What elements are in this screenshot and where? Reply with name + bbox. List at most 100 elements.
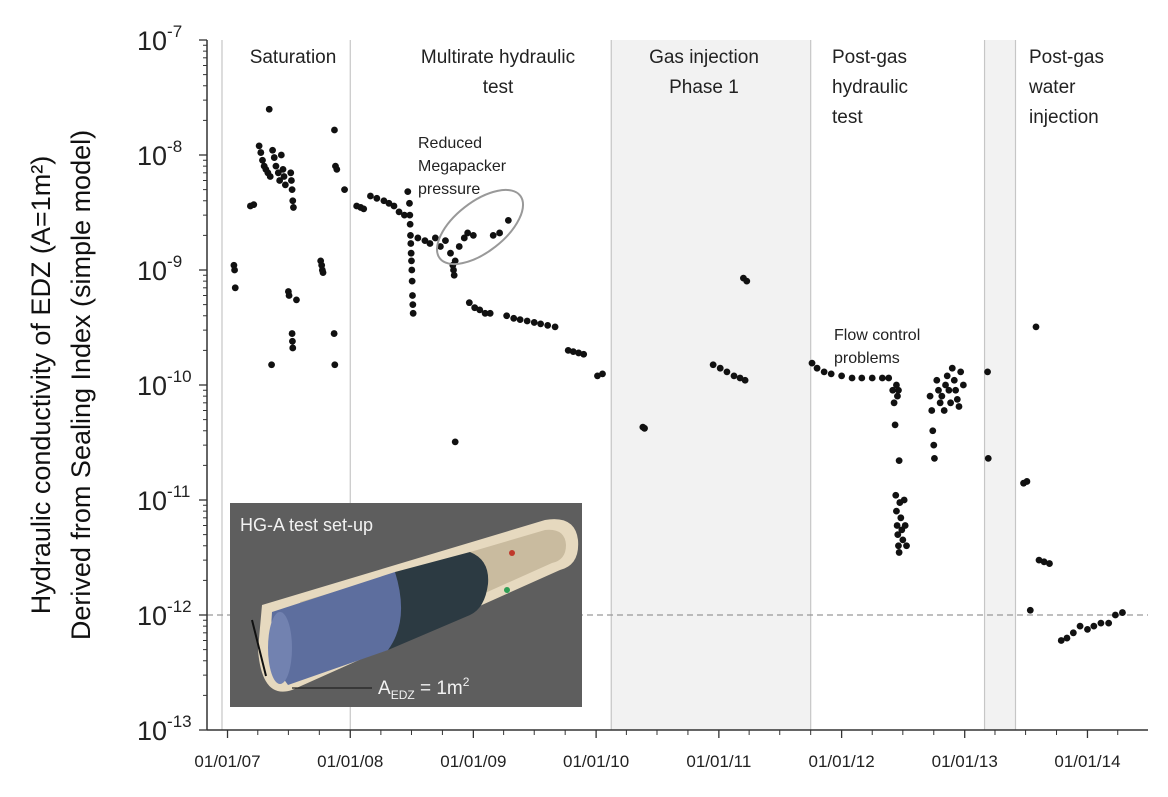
data-point [516, 316, 524, 324]
data-point [504, 216, 512, 224]
sensor-green [504, 587, 510, 593]
data-point [451, 438, 459, 446]
phase-label-post-gas-water: Post-gas water injection [1028, 47, 1104, 128]
data-point [250, 201, 258, 209]
data-point [450, 266, 457, 274]
data-point [270, 154, 278, 161]
x-tick-label: 01/01/10 [563, 752, 629, 771]
data-point [953, 395, 961, 403]
y-tick-label: 10-7 [137, 22, 182, 56]
data-point [408, 257, 415, 265]
annotation-line: Megapacker [418, 158, 507, 175]
data-point [957, 368, 965, 376]
y-axis-label-line2: Derived from Sealing Index (simple model… [66, 130, 96, 640]
data-point [341, 186, 348, 194]
y-axis-ticks: 10-7 10-8 10-9 10-10 10-11 10-12 10-13 [137, 22, 207, 746]
annotation-reduced-megapacker: Reduced Megapacker pressure [418, 135, 507, 198]
data-point [730, 372, 738, 380]
data-point [464, 229, 472, 237]
y-tick-label: 10-10 [137, 367, 192, 401]
data-point [959, 381, 967, 389]
y-tick-label: 10-8 [137, 137, 182, 171]
phase-label-line: Phase 1 [669, 77, 739, 98]
data-point [269, 146, 276, 154]
phase-label-line: test [832, 107, 863, 128]
phase-label-post-gas-hydraulic: Post-gas hydraulic test [832, 47, 908, 128]
data-point [288, 177, 295, 184]
data-point [231, 284, 239, 292]
phase-label-line: Saturation [250, 47, 337, 68]
data-point [935, 386, 942, 394]
data-point [893, 507, 900, 515]
data-point [367, 192, 374, 200]
data-point [407, 240, 415, 247]
data-point [476, 306, 484, 314]
data-point [288, 186, 296, 194]
data-point [331, 126, 338, 134]
data-point [409, 301, 417, 309]
data-point [289, 344, 297, 352]
data-point [933, 376, 941, 384]
data-point [723, 368, 731, 376]
data-point [287, 169, 295, 177]
y-tick-label: 10-12 [137, 597, 192, 631]
inset-title: HG-A test set-up [240, 515, 373, 535]
borehole-illustration [251, 519, 579, 692]
x-tick-label: 01/01/14 [1054, 752, 1120, 771]
data-point [930, 441, 938, 449]
data-point [404, 188, 412, 196]
phase-label-line: Post-gas [832, 47, 907, 68]
phase-label-line: Multirate hydraulic [421, 47, 575, 68]
data-point [265, 105, 273, 113]
data-point [551, 323, 559, 331]
data-point [1069, 629, 1077, 637]
data-point [599, 370, 606, 378]
data-point [1040, 558, 1048, 566]
y-tick-label: 10-9 [137, 252, 182, 286]
data-point [451, 257, 459, 265]
data-point [496, 229, 503, 237]
data-point [281, 181, 289, 189]
annotation-line: Flow control [834, 327, 920, 344]
data-point [409, 309, 417, 317]
data-point [984, 368, 991, 376]
data-point [450, 271, 458, 279]
data-point [928, 407, 936, 414]
x-tick-label: 01/01/08 [317, 752, 383, 771]
data-point [373, 194, 381, 202]
data-point [390, 202, 398, 210]
data-point [1063, 634, 1071, 642]
phase-label-line: hydraulic [832, 77, 908, 98]
data-point [569, 348, 577, 356]
data-point [469, 231, 477, 239]
data-point [257, 149, 265, 156]
data-point [1111, 611, 1119, 619]
data-point [426, 240, 434, 247]
data-point [437, 243, 444, 250]
data-point [544, 321, 552, 329]
data-point [331, 361, 339, 369]
data-point [530, 319, 538, 326]
data-point [510, 314, 518, 322]
data-point [319, 269, 327, 276]
data-point [948, 364, 956, 372]
phase-shade-2 [611, 40, 811, 730]
y-tick-label: 10-11 [137, 482, 190, 516]
annotation-line: problems [834, 350, 900, 367]
edz-arrow [251, 619, 267, 677]
phase-label-line: water [1028, 77, 1076, 98]
data-point [447, 249, 454, 257]
data-point [401, 211, 408, 219]
data-point [360, 205, 368, 213]
phase-label-line: Gas injection [649, 47, 759, 68]
data-point [442, 237, 449, 245]
data-point [409, 292, 416, 299]
data-point [1057, 637, 1065, 644]
data-point [878, 374, 886, 382]
data-point [950, 376, 958, 384]
data-point [431, 234, 439, 242]
data-point [943, 372, 951, 380]
data-point [289, 337, 296, 345]
data-point [1076, 622, 1084, 630]
